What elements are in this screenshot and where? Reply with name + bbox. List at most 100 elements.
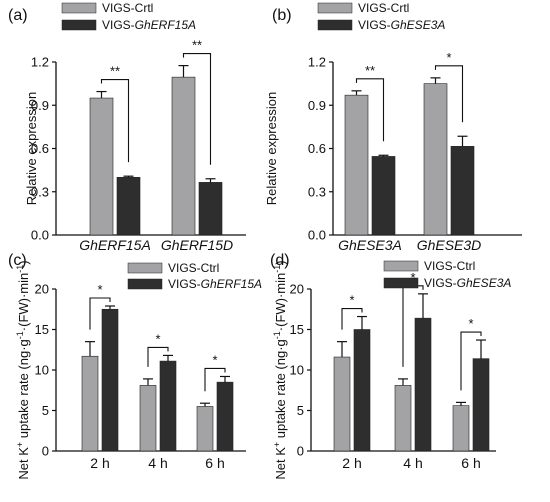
legend-swatch-ctrl: [383, 260, 419, 272]
legend-swatch-treat: [127, 278, 163, 290]
legend-prefix: VIGS-: [424, 276, 457, 290]
ylabel-sup: -1: [15, 265, 25, 273]
ylabel-sup: +: [15, 442, 25, 447]
bar-ctrl-2: [423, 83, 448, 236]
significance-bracket: [100, 79, 130, 163]
y-tick-label: 0.0: [31, 228, 49, 243]
bar-ctrl-3: [196, 406, 214, 452]
ylabel-sup: -1: [272, 265, 282, 273]
significance-marker: *: [446, 50, 451, 65]
legend-prefix: VIGS-: [102, 18, 135, 32]
bar-ctrl-1: [89, 97, 114, 236]
panel-label: (a): [8, 7, 28, 24]
bar-treat-2: [198, 182, 223, 236]
y-tick-label: 1.2: [31, 55, 49, 70]
bar-treat-2: [414, 317, 432, 452]
legend-prefix: VIGS-Crtl: [358, 1, 409, 15]
y-tick-label: 5: [42, 403, 49, 418]
significance-marker: *: [212, 352, 217, 367]
significance-bracket: [460, 331, 482, 391]
y-tick-label: 1.2: [308, 55, 326, 70]
bar-treat-1: [116, 177, 141, 236]
significance-marker: *: [349, 293, 354, 308]
bar-treat-1: [353, 329, 371, 452]
significance-marker: *: [97, 282, 102, 297]
legend-label: VIGS-GhESE3A: [424, 276, 511, 290]
significance-marker: *: [155, 331, 160, 346]
x-tick-label: 4 h: [403, 455, 422, 471]
y-tick-label: 0: [297, 444, 304, 459]
legend-prefix: VIGS-: [168, 277, 201, 291]
y-tick-label: 15: [35, 322, 49, 337]
x-tick-label: 2 h: [90, 455, 109, 471]
legend-swatch-treat: [383, 277, 419, 289]
y-tick-label: 0.9: [308, 98, 326, 113]
y-axis-label: Net K+ uptake rate (ng·g-1·(FW)·min-1): [272, 260, 288, 479]
ylabel-part: ·(FW)·min: [273, 273, 288, 331]
y-axis-label: Relative expression: [24, 92, 39, 205]
panel-label: (d): [270, 252, 290, 269]
legend-label: VIGS-Crtl: [102, 1, 153, 15]
bar-ctrl-1: [344, 94, 369, 236]
y-axis-label: Net K+ uptake rate (ng·g-1·(FW)·min-1): [15, 260, 31, 479]
x-tick-label: 6 h: [205, 455, 224, 471]
significance-marker: **: [110, 64, 120, 79]
y-tick-label: 0: [42, 444, 49, 459]
legend-gene: GhERF15A: [201, 277, 262, 291]
ylabel-sup: -1: [15, 331, 25, 339]
y-tick-label: 5: [297, 403, 304, 418]
y-tick-label: 20: [290, 282, 304, 297]
y-tick-label: 15: [290, 322, 304, 337]
y-tick-label: 10: [290, 363, 304, 378]
y-tick-label: 0.0: [308, 228, 326, 243]
legend-label: VIGS-GhESE3A: [358, 18, 445, 32]
significance-marker: **: [192, 38, 202, 53]
significance-marker: *: [410, 270, 415, 285]
y-tick-label: 0.6: [308, 141, 326, 156]
x-tick-label: GhERF15D: [161, 237, 233, 253]
bar-treat-1: [101, 308, 119, 452]
legend-swatch-treat: [317, 19, 353, 31]
significance-bracket: [147, 346, 169, 367]
x-tick-label: GhESE3D: [417, 237, 482, 253]
y-tick-label: 0.3: [31, 184, 49, 199]
significance-marker: *: [468, 316, 473, 331]
ylabel-part: ): [273, 260, 288, 264]
legend-swatch-ctrl: [317, 2, 353, 14]
bar-treat-2: [450, 146, 475, 236]
legend-label: VIGS-Ctrl: [168, 261, 219, 275]
bar-treat-3: [216, 381, 234, 452]
x-tick-label: 2 h: [342, 455, 361, 471]
legend-prefix: VIGS-: [358, 18, 391, 32]
legend-label: VIGS-Ctrl: [424, 259, 475, 273]
y-tick-label: 0.9: [31, 98, 49, 113]
y-axis-label: Relative expression: [264, 92, 279, 205]
x-tick-label: 4 h: [148, 455, 167, 471]
legend-prefix: VIGS-Ctrl: [424, 259, 475, 273]
panel-a: (a) 0.0 0.3 0.6 0.9 1.2 Relative expression ** G…: [8, 1, 246, 253]
legend-gene: GhERF15A: [135, 18, 196, 32]
legend-label: VIGS-Crtl: [358, 1, 409, 15]
legend-prefix: VIGS-Crtl: [102, 1, 153, 15]
x-tick-label: GhESE3A: [338, 237, 402, 253]
significance-bracket: [182, 53, 212, 165]
legend-swatch-ctrl: [61, 2, 97, 14]
legend-swatch-treat: [61, 19, 97, 31]
bar-ctrl-1: [333, 356, 351, 452]
panel-b: (b) 0.0 0.3 0.6 0.9 1.2 Relative expression ** G…: [264, 1, 522, 253]
ylabel-part: ·(FW)·min: [16, 273, 31, 331]
legend-swatch-ctrl: [127, 262, 163, 274]
ylabel-part: uptake rate (ng·g: [273, 339, 288, 442]
y-tick-label: 20: [35, 282, 49, 297]
y-tick-label: 0.6: [31, 141, 49, 156]
significance-bracket: [341, 307, 363, 330]
significance-bracket: [355, 78, 385, 142]
legend-prefix: VIGS-Ctrl: [168, 261, 219, 275]
significance-marker: **: [365, 63, 375, 78]
x-tick-label: GhERF15A: [79, 237, 151, 253]
bar-treat-1: [371, 156, 396, 236]
bar-ctrl-2: [171, 76, 196, 236]
